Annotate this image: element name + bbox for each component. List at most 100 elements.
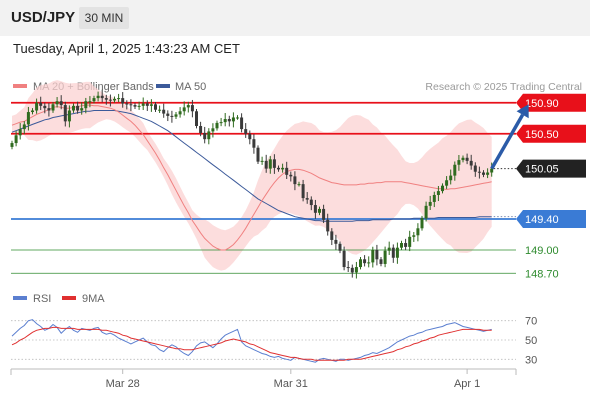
level-tag-1 <box>516 124 586 143</box>
candle-body-73 <box>309 199 313 206</box>
candle-body-102 <box>428 201 432 206</box>
candle-body-51 <box>219 122 223 124</box>
candle-body-38 <box>166 113 170 116</box>
candle-body-56 <box>240 117 244 130</box>
candle-body-10 <box>51 104 55 111</box>
candle-body-21 <box>96 95 100 99</box>
candle-body-79 <box>334 239 338 244</box>
rsi-tick-1: 50 <box>525 335 537 347</box>
x-tick-label-2: Apr 1 <box>454 378 480 390</box>
candle-body-103 <box>432 194 436 202</box>
bollinger-bands-area <box>12 80 492 271</box>
candle-body-105 <box>441 185 444 192</box>
legend-ma50-swatch <box>156 84 170 88</box>
forecast-arrow-shaft <box>490 113 525 170</box>
candle-body-40 <box>174 114 178 117</box>
candle-body-89 <box>375 250 379 260</box>
level-label-1: 150.50 <box>525 129 559 141</box>
candle-body-110 <box>461 157 465 161</box>
candle-body-107 <box>449 175 453 181</box>
candle-body-62 <box>264 160 268 169</box>
candle-body-34 <box>149 104 153 106</box>
candle-body-26 <box>117 98 121 100</box>
candle-body-70 <box>297 184 301 186</box>
candle-body-49 <box>211 128 215 132</box>
candle-body-30 <box>133 105 137 107</box>
ma20-line <box>11 104 492 251</box>
candle-body-0 <box>10 143 14 147</box>
candle-body-5 <box>31 110 34 113</box>
candle-body-37 <box>162 109 166 114</box>
symbol-title: USD/JPY <box>11 9 76 26</box>
candle-body-108 <box>453 164 457 176</box>
candle-body-55 <box>236 117 239 119</box>
candle-body-80 <box>338 243 342 251</box>
candle-body-42 <box>182 107 186 112</box>
candle-body-32 <box>141 103 145 106</box>
candle-body-94 <box>395 247 399 258</box>
candle-body-115 <box>482 172 485 175</box>
candle-body-52 <box>223 119 227 123</box>
candle-body-77 <box>326 219 330 232</box>
candle-body-59 <box>252 139 256 148</box>
level-tag-2 <box>516 210 586 228</box>
rsi-tick-2: 30 <box>525 354 537 366</box>
candle-body-83 <box>350 267 354 273</box>
candle-body-11 <box>55 101 59 105</box>
candle-body-92 <box>387 247 391 251</box>
attribution-label: Research © 2025 Trading Central <box>425 81 582 93</box>
candle-body-109 <box>457 160 461 165</box>
candle-body-39 <box>170 115 174 117</box>
candle-body-104 <box>436 191 440 195</box>
ma50-line <box>11 110 492 222</box>
candle-body-93 <box>391 247 395 258</box>
datetime-label: Tuesday, April 1, 2025 1:43:23 AM CET <box>13 41 240 56</box>
candle-body-95 <box>400 243 403 248</box>
candle-body-4 <box>26 112 30 125</box>
candle-body-33 <box>145 103 149 106</box>
candle-body-15 <box>72 105 75 111</box>
candle-body-99 <box>416 228 420 236</box>
candle-body-65 <box>277 167 280 170</box>
candle-body-87 <box>367 262 371 264</box>
candle-body-31 <box>137 105 141 107</box>
candle-body-8 <box>43 105 47 109</box>
rsi-tick-0: 70 <box>525 316 537 328</box>
candle-body-112 <box>469 160 473 166</box>
level-tag-0 <box>516 93 586 112</box>
candle-body-14 <box>67 110 71 122</box>
candle-body-98 <box>412 235 416 237</box>
candle-body-18 <box>84 101 88 109</box>
last-price-label: 150.05 <box>525 164 559 176</box>
level-label-0: 150.90 <box>525 98 559 110</box>
candle-body-61 <box>260 160 264 162</box>
candle-body-23 <box>104 98 108 100</box>
legend-rsi-swatch <box>13 296 27 300</box>
candle-body-69 <box>293 176 297 185</box>
candle-body-3 <box>22 124 26 130</box>
candle-body-46 <box>199 126 203 133</box>
candle-body-12 <box>59 101 63 106</box>
candle-body-41 <box>178 111 182 115</box>
candle-body-28 <box>125 103 129 105</box>
rsi-series-0 <box>11 319 492 363</box>
candle-body-113 <box>473 165 477 172</box>
candle-body-47 <box>203 132 207 140</box>
candle-body-101 <box>424 205 428 219</box>
x-tick-label-0: Mar 28 <box>106 378 140 390</box>
candle-body-13 <box>63 105 67 122</box>
timeframe-button[interactable]: 30 MIN <box>79 7 129 29</box>
candle-body-63 <box>268 159 272 169</box>
candle-body-66 <box>281 167 285 170</box>
candle-body-19 <box>88 101 92 103</box>
candle-body-36 <box>158 109 162 111</box>
candle-body-85 <box>359 259 362 268</box>
candle-body-57 <box>244 129 248 134</box>
candle-body-9 <box>47 108 51 111</box>
legend-ma20-swatch <box>13 84 27 88</box>
candle-body-20 <box>92 98 96 102</box>
forecast-arrow-head <box>516 104 529 119</box>
candle-body-29 <box>129 104 133 106</box>
